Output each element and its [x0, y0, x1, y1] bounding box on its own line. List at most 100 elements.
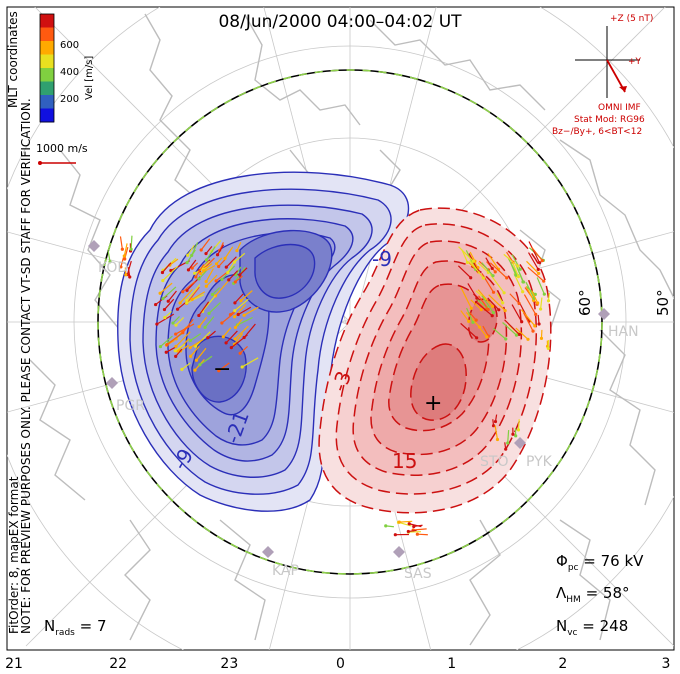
velocity-vector: [527, 266, 545, 282]
colorbar-segment: [40, 41, 54, 55]
velocity-vector: [175, 323, 195, 335]
velocity-vector-origin: [204, 252, 208, 256]
velocity-vector: [460, 322, 478, 339]
velocity-vector-origin: [467, 319, 471, 323]
velocity-vector: [215, 279, 230, 297]
velocity-vector-origin: [190, 266, 194, 270]
velocity-vector: [204, 257, 215, 269]
velocity-vector-origin: [518, 267, 522, 271]
velocity-vector: [494, 425, 499, 440]
mlt-tick-label: 1: [447, 656, 456, 672]
velocity-vector: [237, 316, 253, 326]
velocity-vector-origin: [490, 266, 494, 270]
velocity-vector: [458, 246, 474, 262]
velocity-vector: [126, 260, 132, 275]
velocity-vector-origin: [539, 336, 544, 340]
velocity-vector: [531, 290, 539, 304]
velocity-vectors: [107, 235, 551, 537]
velocity-vector-origin: [534, 312, 538, 316]
imf-z-label: +Z (5 nT): [610, 14, 653, 24]
velocity-vector-origin: [504, 447, 508, 451]
velocity-vector-origin: [175, 307, 180, 311]
velocity-vector-origin: [491, 274, 495, 278]
colorbar-tick-200: 200: [60, 94, 79, 105]
velocity-vector: [460, 310, 470, 322]
station-label-han: HAN: [608, 324, 639, 340]
velocity-vector: [516, 266, 524, 283]
velocity-vector: [525, 286, 535, 301]
velocity-vector: [190, 345, 200, 357]
velocity-vector: [487, 253, 500, 270]
velocity-vector-origin: [166, 299, 170, 303]
velocity-vector: [511, 304, 523, 323]
velocity-vector: [478, 295, 489, 310]
velocity-vector: [234, 318, 243, 328]
velocity-vector: [517, 419, 520, 430]
velocity-vector-origin: [546, 299, 551, 303]
velocity-vector: [478, 326, 488, 338]
side-note-preview: NOTE: FOR PREVIEW PURPOSES ONLY. PLEASE …: [19, 98, 33, 634]
velocity-vector-origin: [217, 369, 221, 373]
velocity-vector-origin: [242, 313, 246, 317]
velocity-vector-origin: [469, 276, 473, 280]
velocity-vector-origin: [221, 335, 225, 339]
velocity-vector: [502, 322, 517, 336]
stats-n-rads: Nrads = 7: [44, 617, 107, 638]
velocity-vector: [205, 274, 218, 287]
velocity-vector-origin: [486, 307, 490, 312]
velocity-vector: [481, 273, 495, 293]
velocity-vector-origin: [233, 309, 237, 313]
stats-n-vc: Nvc = 248: [556, 617, 628, 638]
station-label-pgr: PGR: [116, 398, 145, 414]
velocity-vector-origin: [123, 257, 127, 261]
velocity-vector-origin: [495, 437, 500, 442]
coord-label: MLT coordinates: [6, 11, 20, 108]
velocity-vector: [174, 343, 186, 352]
velocity-vector: [496, 292, 504, 304]
velocity-vector: [239, 346, 248, 354]
velocity-vector: [465, 312, 481, 328]
velocity-vector: [469, 251, 476, 262]
colorbar-tick-400: 400: [60, 67, 79, 78]
velocity-vector: [485, 257, 493, 269]
velocity-vector-origin: [224, 341, 228, 345]
velocity-vector-origin: [173, 349, 177, 353]
velocity-vector: [187, 244, 195, 256]
velocity-vector-origin: [490, 314, 494, 318]
velocity-vector-origin: [199, 248, 203, 252]
mlt-tick-label: 21: [5, 656, 23, 672]
velocity-vector-origin: [493, 419, 498, 424]
velocity-vector: [186, 284, 201, 301]
velocity-vector-origin: [233, 337, 237, 341]
velocity-vector-origin: [481, 276, 485, 280]
velocity-vector-origin: [236, 312, 240, 317]
velocity-vector-origin: [174, 323, 178, 327]
velocity-vector: [195, 331, 211, 347]
colorbar-label: Vel [m/s]: [84, 56, 95, 100]
velocity-vector-origin: [542, 279, 546, 283]
velocity-vector: [469, 311, 477, 321]
velocity-vector: [523, 294, 537, 315]
station-label-pyk: PYK: [526, 454, 553, 470]
velocity-vector: [202, 295, 216, 312]
velocity-vector: [469, 260, 484, 279]
velocity-vector: [481, 262, 494, 277]
velocity-vector-origin: [506, 441, 510, 445]
velocity-vector: [243, 323, 256, 338]
velocity-vector-origin: [185, 298, 189, 302]
velocity-vector-origin: [520, 320, 524, 324]
mlt-axis: 21 22 23 0 1 2 3: [5, 656, 670, 672]
velocity-vector-origin: [193, 368, 197, 372]
station-label-kod: KOD: [98, 260, 128, 276]
velocity-vector: [162, 265, 179, 282]
velocity-vector: [466, 307, 474, 323]
velocity-vector-origin: [235, 248, 239, 253]
velocity-vector: [230, 334, 248, 349]
imf-y-label: +Y: [628, 57, 642, 67]
velocity-vector-origin: [233, 325, 238, 330]
velocity-vector-origin: [239, 299, 243, 303]
velocity-vector: [507, 430, 510, 444]
velocity-vector-origin: [475, 296, 479, 300]
svg-text:Nvc = 248: Nvc = 248: [556, 617, 628, 638]
velocity-vector: [237, 306, 252, 316]
